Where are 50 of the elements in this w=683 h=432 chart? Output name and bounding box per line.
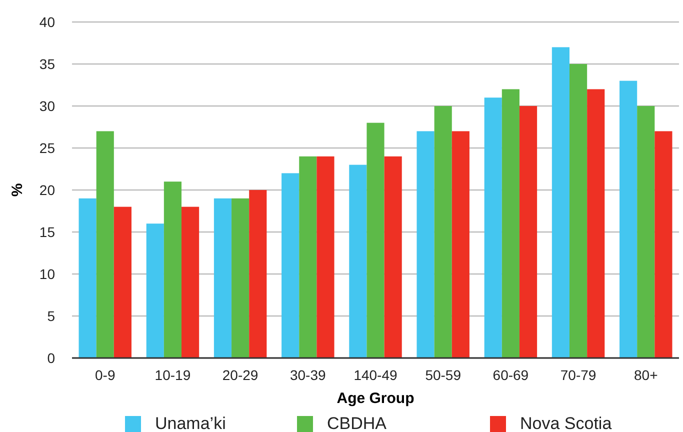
bar xyxy=(620,80,638,358)
x-tick-label: 70-79 xyxy=(560,367,596,383)
y-axis-title: % xyxy=(9,183,26,197)
x-tick-label: 80+ xyxy=(634,367,658,383)
bar xyxy=(214,198,232,358)
bar xyxy=(96,131,114,358)
x-tick-label: 140-49 xyxy=(354,367,398,383)
legend-label: Nova Scotia xyxy=(520,414,612,432)
legend-label: Unama’ki xyxy=(155,414,226,432)
y-tick-label: 0 xyxy=(47,350,56,366)
bar xyxy=(484,98,502,358)
bar xyxy=(552,47,570,358)
bar xyxy=(569,64,588,358)
bar xyxy=(366,122,384,358)
bar xyxy=(114,206,132,358)
legend-label: CBDHA xyxy=(327,414,388,432)
bar xyxy=(78,198,96,358)
x-tick-label: 10-19 xyxy=(154,367,191,383)
bar xyxy=(316,156,334,358)
bar xyxy=(282,173,300,358)
bar xyxy=(146,224,164,358)
bar xyxy=(299,156,317,358)
bar xyxy=(164,182,182,358)
y-tick-label: 15 xyxy=(39,224,56,240)
bar xyxy=(502,89,520,358)
bar xyxy=(637,106,655,358)
bar xyxy=(452,131,470,358)
y-tick-label: 40 xyxy=(39,14,56,30)
x-tick-label: 60-69 xyxy=(492,367,529,383)
x-tick-label: 0-9 xyxy=(95,367,116,383)
x-tick-label: 20-29 xyxy=(222,367,258,383)
y-tick-label: 10 xyxy=(39,266,56,282)
x-axis-title: Age Group xyxy=(336,390,414,407)
bar xyxy=(654,131,672,358)
bar xyxy=(349,164,367,358)
bar xyxy=(434,106,452,358)
y-tick-label: 20 xyxy=(39,182,56,198)
y-tick-label: 30 xyxy=(39,98,56,114)
y-tick-label: 25 xyxy=(39,140,56,156)
bar xyxy=(232,198,250,358)
x-tick-label: 30-39 xyxy=(290,367,326,383)
y-tick-label: 35 xyxy=(39,56,56,72)
x-tick-label: 50-59 xyxy=(425,367,462,383)
bar xyxy=(182,206,200,358)
y-tick-label: 5 xyxy=(47,308,56,324)
bar xyxy=(249,190,267,358)
bar xyxy=(587,89,605,358)
bar xyxy=(416,131,434,358)
bar xyxy=(384,156,402,358)
bar xyxy=(519,106,538,358)
